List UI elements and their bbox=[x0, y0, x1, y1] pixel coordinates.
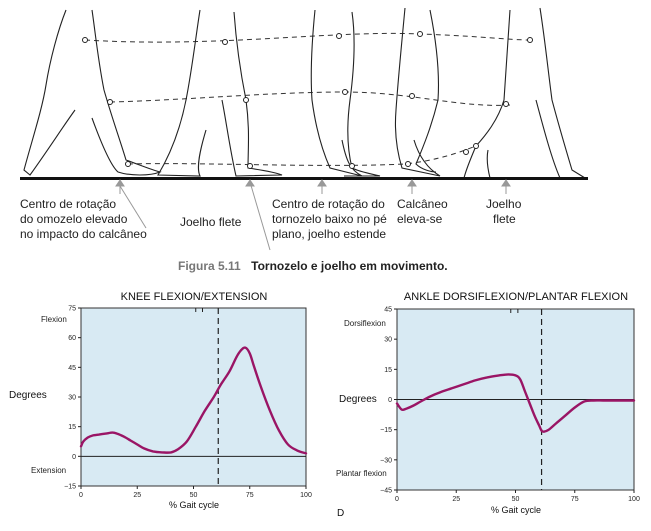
y-tick-label: 30 bbox=[384, 337, 392, 344]
callout-label-knee-flexes-1: Joelho flete bbox=[180, 215, 242, 229]
y-tick-label: 0 bbox=[72, 454, 76, 461]
y-axis-label: Degrees bbox=[9, 390, 47, 401]
ankle-angle-line bbox=[395, 373, 636, 433]
x-axis-label: % Gait cycle bbox=[169, 500, 219, 510]
x-tick-label: 50 bbox=[190, 492, 198, 499]
upper-label: Flexion bbox=[41, 315, 67, 324]
leg-figure-1 bbox=[23, 9, 162, 176]
chart-title: KNEE FLEXION/EXTENSION bbox=[121, 291, 268, 303]
gait-illustration: Centro de rotação do omozelo elevado no im… bbox=[20, 7, 588, 251]
caption-text: Tornozelo e joelho em movimento. bbox=[251, 259, 447, 273]
y-tick-label: 45 bbox=[384, 307, 392, 314]
callout-arrows bbox=[115, 179, 511, 251]
dashed-line-knee bbox=[109, 91, 511, 106]
x-tick-label: 0 bbox=[395, 496, 399, 503]
panel-letter: D bbox=[337, 508, 344, 519]
y-tick-label: 30 bbox=[68, 395, 76, 402]
x-tick-label: 100 bbox=[300, 492, 312, 499]
x-tick-label: 0 bbox=[79, 492, 83, 499]
leg-figure-2 bbox=[157, 9, 283, 177]
callout-label-heel-rise: Calcâneo eleva-se bbox=[397, 197, 448, 226]
y-tick-label: 45 bbox=[68, 365, 76, 372]
y-tick-label: 15 bbox=[68, 424, 76, 431]
leg-figure-5 bbox=[463, 7, 587, 179]
dashed-line-ankle bbox=[127, 145, 477, 166]
y-tick-label: −45 bbox=[380, 488, 392, 495]
y-axis-label: Degrees bbox=[339, 394, 377, 405]
ankle-chart: ANKLE DORSIFLEXION/PLANTAR FLEXION −45 −3… bbox=[336, 291, 640, 515]
y-tick-label: −15 bbox=[380, 427, 392, 434]
knee-angle-line bbox=[79, 346, 308, 455]
y-tick-label: 60 bbox=[68, 335, 76, 342]
caption-label: Figura 5.11 bbox=[178, 259, 241, 273]
callout-label-heel-strike: Centro de rotação do omozelo elevado no im… bbox=[20, 197, 147, 241]
x-tick-label: 75 bbox=[571, 496, 579, 503]
y-tick-label: 75 bbox=[68, 306, 76, 313]
x-tick-label: 50 bbox=[512, 496, 520, 503]
lower-label: Plantar flexion bbox=[336, 469, 387, 478]
plot-area bbox=[80, 307, 307, 487]
y-tick-label: −15 bbox=[64, 484, 76, 491]
x-tick-label: 25 bbox=[133, 492, 141, 499]
y-tick-label: −30 bbox=[380, 457, 392, 464]
x-tick-label: 25 bbox=[452, 496, 460, 503]
leg-figure-3 bbox=[310, 9, 381, 177]
callout-label-knee-flexes-2: Joelho flete bbox=[486, 197, 522, 226]
dashed-line-hip bbox=[84, 32, 531, 43]
chart-title: ANKLE DORSIFLEXION/PLANTAR FLEXION bbox=[404, 291, 628, 303]
x-tick-label: 75 bbox=[246, 492, 254, 499]
upper-label: Dorsiflexion bbox=[344, 319, 386, 328]
y-tick-label: 15 bbox=[384, 367, 392, 374]
leg-figure-4 bbox=[394, 7, 441, 177]
lower-label: Extension bbox=[31, 466, 66, 475]
y-tick-label: 0 bbox=[388, 397, 392, 404]
x-tick-label: 100 bbox=[628, 496, 640, 503]
callout-label-foot-flat: Centro de rotação do tornozelo baixo no p… bbox=[272, 197, 387, 241]
x-axis-label: % Gait cycle bbox=[491, 505, 541, 515]
figure-caption: Figura 5.11 Tornozelo e joelho em movime… bbox=[178, 257, 448, 274]
